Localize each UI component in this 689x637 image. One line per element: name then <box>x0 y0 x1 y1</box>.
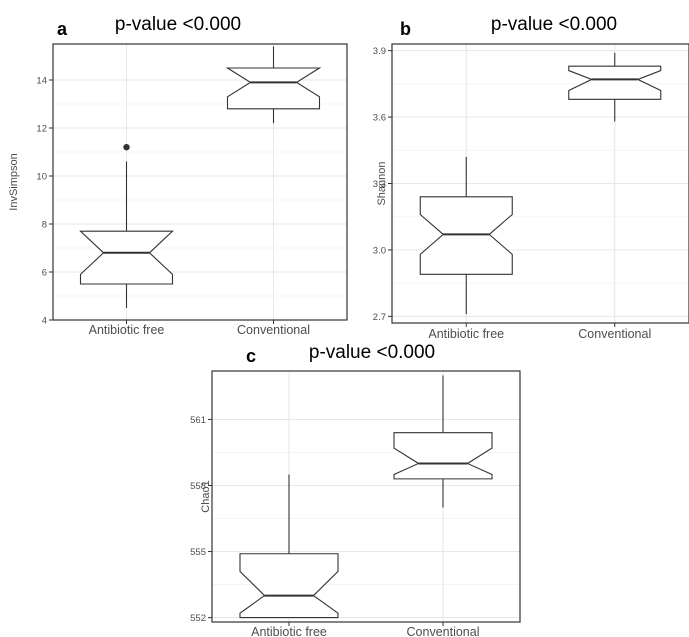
y-tick-label: 555 <box>190 547 206 558</box>
y-axis-label: InvSimpson <box>8 153 20 210</box>
outlier-point <box>123 144 130 151</box>
chart-panel-a: 4 6 8 10 12 14 Antibiotic free Conventional InvS… <box>8 14 348 337</box>
box-0 <box>239 553 339 619</box>
chart-panel-c: 552 555 558 561 Antibiotic free Conventional C… <box>190 342 521 637</box>
y-tick-label: 2.7 <box>373 312 386 323</box>
y-tick-label: 12 <box>36 124 47 135</box>
chart-title: p-value <0.000 <box>491 14 617 35</box>
y-tick-label: 6 <box>42 268 47 279</box>
box-0 <box>419 196 513 275</box>
y-tick-label: 3.9 <box>373 46 386 57</box>
y-tick-label: 10 <box>36 172 47 183</box>
x-tick-label: Antibiotic free <box>428 327 504 341</box>
x-tick-label: Antibiotic free <box>89 323 165 337</box>
x-tick-label: Conventional <box>407 625 480 637</box>
y-axis-label: Shannon <box>376 161 388 205</box>
y-tick-label: 14 <box>36 76 47 87</box>
x-tick-label: Conventional <box>578 327 651 341</box>
box-0 <box>79 230 174 285</box>
y-tick-label: 4 <box>42 316 47 327</box>
y-tick-label: 552 <box>190 613 206 624</box>
x-tick-label: Antibiotic free <box>251 625 327 637</box>
y-tick-label: 8 <box>42 220 47 231</box>
panel-letter: b <box>400 19 411 39</box>
plot-border <box>211 370 521 623</box>
chart-title: p-value <0.000 <box>115 14 241 35</box>
y-axis-label: Chao1 <box>200 480 212 512</box>
plot-border <box>52 43 348 321</box>
panel-letter: a <box>57 19 68 39</box>
x-tick-label: Conventional <box>237 323 310 337</box>
y-tick-label: 3.3 <box>373 179 386 190</box>
box-1 <box>393 432 493 480</box>
box-1 <box>225 67 322 110</box>
y-tick-label: 3.6 <box>373 113 386 124</box>
box-1 <box>568 65 662 100</box>
y-tick-label: 3.0 <box>373 245 386 256</box>
chart-panel-b: 2.7 3.0 3.3 3.6 3.9 Antibiotic free Convention… <box>373 14 689 341</box>
y-tick-label: 558 <box>190 481 206 492</box>
panel-letter: c <box>246 346 256 366</box>
y-tick-label: 561 <box>190 415 206 426</box>
chart-title: p-value <0.000 <box>309 342 435 363</box>
